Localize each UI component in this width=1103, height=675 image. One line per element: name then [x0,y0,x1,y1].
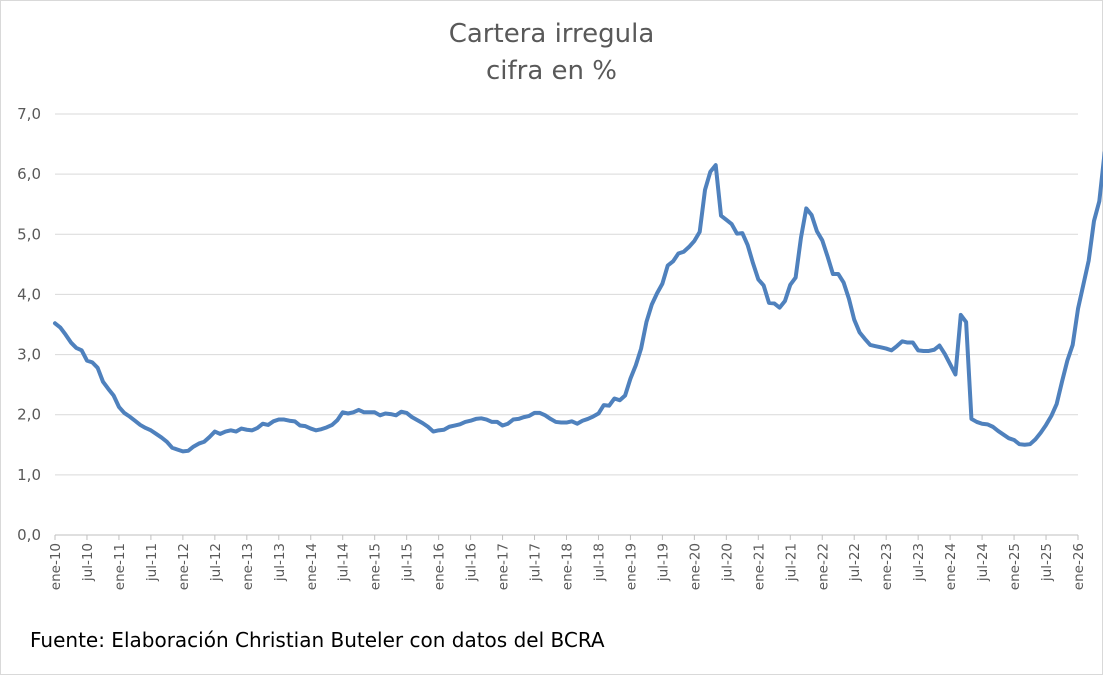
x-tick-label: ene-21 [751,543,767,590]
x-tick-label: ene-12 [176,543,192,590]
x-tick-label: jul-23 [911,543,927,582]
series-line [53,151,1103,454]
x-tick-label: ene-16 [432,543,448,590]
y-tick-label: 5,0 [17,225,41,243]
x-tick-label: ene-19 [623,543,639,590]
x-tick-label: jul-13 [272,543,288,582]
x-tick-label: ene-22 [815,543,831,590]
y-axis-ticks: 0,0 1,0 2,0 3,0 4,0 5,0 6,0 7,0 [17,105,41,544]
series-group [53,151,1103,454]
x-tick-label: jul-15 [400,543,416,582]
y-tick-label: 2,0 [17,406,41,424]
x-tick-label: ene-24 [943,543,959,590]
x-tick-label: ene-13 [240,543,256,590]
x-tick-label: ene-15 [368,543,384,590]
x-tick-label: ene-10 [48,543,64,590]
x-tick-label: jul-12 [208,543,224,582]
x-tick-label: ene-18 [560,543,576,590]
x-tick-label: jul-17 [528,543,544,582]
y-tick-label: 6,0 [17,165,41,183]
x-tick-label: jul-24 [975,543,991,582]
chart-subtitle: cifra en % [485,56,617,86]
gridlines [55,113,1078,476]
x-tick-label: jul-16 [464,543,480,582]
x-tick-label: jul-20 [719,543,735,582]
x-tick-label: ene-26 [1071,543,1087,590]
x-tick-label: ene-17 [496,543,512,590]
x-tick-label: ene-14 [304,543,320,590]
x-tick-label: jul-14 [336,543,352,582]
x-tick-label: jul-11 [144,543,160,582]
x-tick-label: ene-20 [687,543,703,590]
y-tick-label: 7,0 [17,105,41,123]
y-tick-label: 0,0 [17,526,41,544]
x-tick-label: jul-21 [783,543,799,582]
x-tick-label: jul-22 [847,543,863,582]
x-tick-label: jul-10 [80,543,96,582]
source-note: Fuente: Elaboración Christian Buteler co… [30,628,605,652]
x-tick-label: ene-11 [112,543,128,590]
x-tick-label: jul-19 [655,543,671,582]
y-tick-label: 1,0 [17,466,41,484]
x-tick-label: ene-23 [879,543,895,590]
y-tick-label: 4,0 [17,285,41,303]
x-tick-label: jul-25 [1039,543,1055,582]
x-axis-ticks: ene-10 jul-10 ene-11 jul-11 ene-12 jul-12 ene-… [48,535,1087,590]
x-tick-label: jul-18 [591,543,607,582]
chart-title: Cartera irregula [448,19,655,49]
y-tick-label: 3,0 [17,346,41,364]
x-tick-label: ene-25 [1007,543,1023,590]
